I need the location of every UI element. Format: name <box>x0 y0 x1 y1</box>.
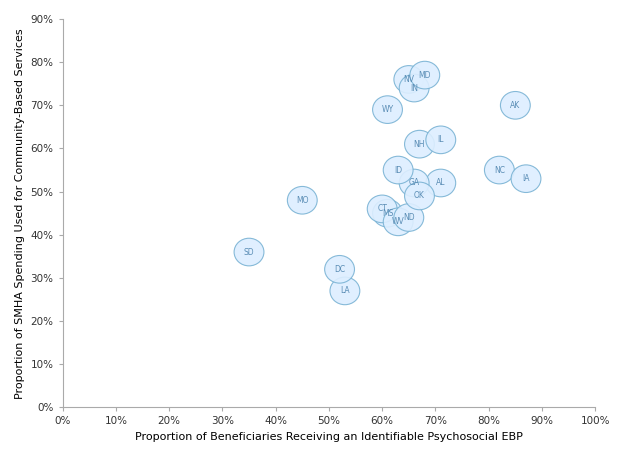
Ellipse shape <box>330 277 360 305</box>
Ellipse shape <box>368 195 397 223</box>
Ellipse shape <box>324 255 354 283</box>
Text: GA: GA <box>409 179 420 187</box>
Text: DC: DC <box>334 265 345 274</box>
Text: ID: ID <box>394 165 402 175</box>
Ellipse shape <box>394 204 424 231</box>
Text: AL: AL <box>436 179 446 187</box>
Text: NC: NC <box>494 165 505 175</box>
Ellipse shape <box>372 96 402 123</box>
Text: IN: IN <box>410 84 418 93</box>
Ellipse shape <box>484 156 514 184</box>
Ellipse shape <box>383 156 413 184</box>
Ellipse shape <box>501 91 530 119</box>
Text: LA: LA <box>340 287 350 295</box>
X-axis label: Proportion of Beneficiaries Receiving an Identifiable Psychosocial EBP: Proportion of Beneficiaries Receiving an… <box>135 432 523 442</box>
Text: MD: MD <box>419 70 431 80</box>
Ellipse shape <box>234 238 264 266</box>
Text: ND: ND <box>403 213 414 222</box>
Text: OK: OK <box>414 191 425 201</box>
Ellipse shape <box>410 61 440 89</box>
Text: MO: MO <box>296 196 309 205</box>
Text: IL: IL <box>438 135 444 144</box>
Text: SD: SD <box>244 248 254 256</box>
Text: CT: CT <box>378 204 387 213</box>
Text: MS: MS <box>382 209 393 218</box>
Ellipse shape <box>372 199 402 227</box>
Text: IA: IA <box>522 174 530 183</box>
Y-axis label: Proportion of SMHA Spending Used for Community-Based Services: Proportion of SMHA Spending Used for Com… <box>15 28 25 399</box>
Text: AK: AK <box>510 101 521 110</box>
Text: WV: WV <box>392 218 404 226</box>
Ellipse shape <box>511 165 541 192</box>
Text: NH: NH <box>414 140 425 149</box>
Ellipse shape <box>404 130 434 158</box>
Ellipse shape <box>426 126 456 154</box>
Ellipse shape <box>383 208 413 236</box>
Ellipse shape <box>399 169 429 197</box>
Ellipse shape <box>394 66 424 93</box>
Ellipse shape <box>288 186 318 214</box>
Text: NV: NV <box>403 75 414 84</box>
Ellipse shape <box>399 74 429 102</box>
Ellipse shape <box>426 169 456 197</box>
Text: WY: WY <box>381 105 394 114</box>
Ellipse shape <box>404 182 434 210</box>
